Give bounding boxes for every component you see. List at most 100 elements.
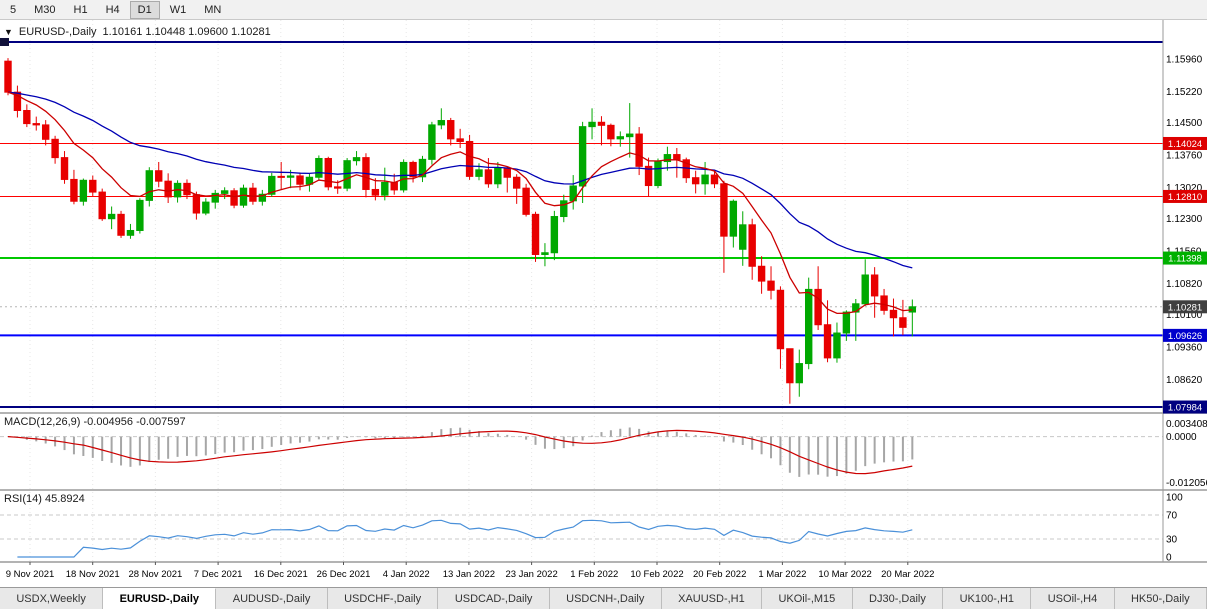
- candle-body: [484, 169, 493, 185]
- candle-body: [823, 324, 832, 359]
- candle-body: [578, 126, 587, 187]
- chart-tab-usdcad-daily[interactable]: USDCAD-,Daily: [438, 588, 550, 609]
- price-badge-label: 1.09626: [1168, 331, 1202, 342]
- rsi-label: RSI(14) 45.8924: [4, 493, 85, 505]
- chart-header: ▼ EURUSD-,Daily 1.10161 1.10448 1.09600 …: [4, 26, 271, 38]
- candle-body: [164, 180, 172, 198]
- price-axis-label: 1.13020: [1166, 183, 1203, 194]
- chart-tab-ukoil-m15[interactable]: UKOil-,M15: [762, 588, 853, 609]
- candle-body: [136, 199, 144, 231]
- candle-body: [437, 120, 446, 126]
- candle-body: [710, 174, 719, 185]
- chart-tab-eurusd-daily[interactable]: EURUSD-,Daily: [103, 588, 217, 609]
- candle-body: [51, 138, 59, 159]
- candle-body: [4, 60, 12, 93]
- candle-body: [334, 186, 342, 189]
- candle-body: [23, 109, 31, 125]
- chart-tabs: USDX,Weekly EURUSD-,Daily AUDUSD-,Daily USD…: [0, 587, 1207, 609]
- price-badge: [1163, 300, 1207, 314]
- candle-body: [597, 121, 606, 126]
- chart-background: [0, 20, 1207, 587]
- timeframe-button-m30[interactable]: M30: [34, 3, 56, 16]
- candle-body: [60, 157, 69, 180]
- candle-body: [729, 200, 738, 237]
- price-badge: [1163, 189, 1207, 203]
- timeframe-button-d1[interactable]: D1: [129, 0, 160, 19]
- macd-label: MACD(12,26,9) -0.004956 -0.007597: [4, 416, 186, 428]
- chart-tab-usdcnh-daily[interactable]: USDCNH-,Daily: [549, 588, 662, 609]
- chart-tab-uk100-h1[interactable]: UK100-,H1: [943, 588, 1032, 609]
- macd-axis-label: 0.003408: [1166, 419, 1207, 430]
- rsi-axis-label: 100: [1166, 493, 1183, 504]
- candle-body: [531, 213, 540, 255]
- candle-body: [861, 274, 869, 305]
- timeframe-toolbar: 5 M30 H1 H4 D1 W1 MN: [0, 0, 1207, 20]
- candle-body: [786, 348, 794, 384]
- candle-body: [13, 91, 22, 111]
- hline-handle[interactable]: [0, 37, 9, 46]
- chart-symbol-period: EURUSD-,Daily: [18, 26, 97, 38]
- candle-body: [814, 288, 822, 326]
- candle-body: [390, 181, 398, 191]
- candle-body: [701, 174, 709, 185]
- chart-tab-hk50-daily[interactable]: HK50-,Daily: [1114, 588, 1207, 609]
- candle-body: [211, 192, 219, 203]
- date-label: 13 Jan 2022: [443, 569, 495, 580]
- candle-body: [805, 288, 813, 365]
- candle-body: [720, 183, 728, 237]
- date-label: 7 Dec 2021: [194, 569, 243, 580]
- chart-tab-xauusd-h1[interactable]: XAUUSD-,H1: [661, 588, 763, 609]
- ma-fast-line: [7, 91, 913, 315]
- date-label: 1 Feb 2022: [570, 569, 618, 580]
- rsi-line: [17, 519, 913, 558]
- candle-body: [447, 120, 455, 140]
- candle-body: [503, 167, 511, 178]
- candle-body: [748, 224, 756, 267]
- candle-body: [899, 317, 907, 328]
- ma-slow-line: [7, 91, 913, 269]
- candle-body: [381, 181, 389, 196]
- candle-body: [399, 161, 408, 191]
- candle-body: [908, 306, 917, 313]
- candle-body: [418, 158, 427, 178]
- timeframe-button-w1[interactable]: W1: [169, 3, 187, 16]
- candle-body: [616, 136, 624, 140]
- candle-body: [183, 182, 191, 196]
- candle-body: [268, 175, 276, 195]
- candle-body: [842, 311, 851, 334]
- date-axis[interactable]: 9 Nov 2021 18 Nov 2021 28 Nov 2021 7 Dec 20…: [6, 562, 935, 580]
- candle-body: [107, 213, 116, 220]
- chart-collapse-icon[interactable]: ▼: [4, 27, 13, 37]
- chart-tab-usdchf-daily[interactable]: USDCHF-,Daily: [327, 588, 439, 609]
- candle-body: [41, 124, 50, 140]
- price-badge-label: 1.10281: [1168, 302, 1202, 313]
- candle-body: [286, 175, 295, 178]
- date-label: 28 Nov 2021: [128, 569, 182, 580]
- candle-body: [409, 161, 417, 178]
- timeframe-button-h4[interactable]: H4: [105, 3, 120, 16]
- date-label: 26 Dec 2021: [317, 569, 371, 580]
- candle-body: [315, 157, 323, 178]
- date-label: 23 Jan 2022: [505, 569, 557, 580]
- candle-body: [635, 133, 643, 167]
- candle-body: [550, 216, 559, 254]
- date-label: 10 Mar 2022: [818, 569, 871, 580]
- timeframe-button-h1[interactable]: H1: [73, 3, 88, 16]
- timeframe-button-mn[interactable]: MN: [204, 3, 222, 16]
- chart-tab-usdx-weekly[interactable]: USDX,Weekly: [0, 588, 104, 609]
- price-chart-canvas[interactable]: 1.15960 1.15220 1.14500 1.13760 1.13020 1.123…: [0, 20, 1207, 587]
- candle-body: [512, 176, 521, 189]
- chart-tab-usoil-h4[interactable]: USOil-,H4: [1031, 588, 1115, 609]
- chart-tab-audusd-daily[interactable]: AUDUSD-,Daily: [216, 588, 328, 609]
- candle-body: [89, 179, 97, 193]
- rsi-indicator-name: RSI(14): [4, 493, 42, 505]
- candle-body: [145, 170, 154, 201]
- candle-body: [230, 190, 238, 206]
- macd-indicator-name: MACD(12,26,9): [4, 416, 81, 428]
- price-axis-label: 1.15220: [1166, 87, 1203, 98]
- chart-tab-dj30-daily[interactable]: DJ30-,Daily: [852, 588, 944, 609]
- price-axis-label: 1.12300: [1166, 214, 1203, 225]
- price-axis[interactable]: 1.15960 1.15220 1.14500 1.13760 1.13020 1.123…: [1163, 55, 1207, 564]
- timeframe-button-5[interactable]: 5: [10, 3, 17, 16]
